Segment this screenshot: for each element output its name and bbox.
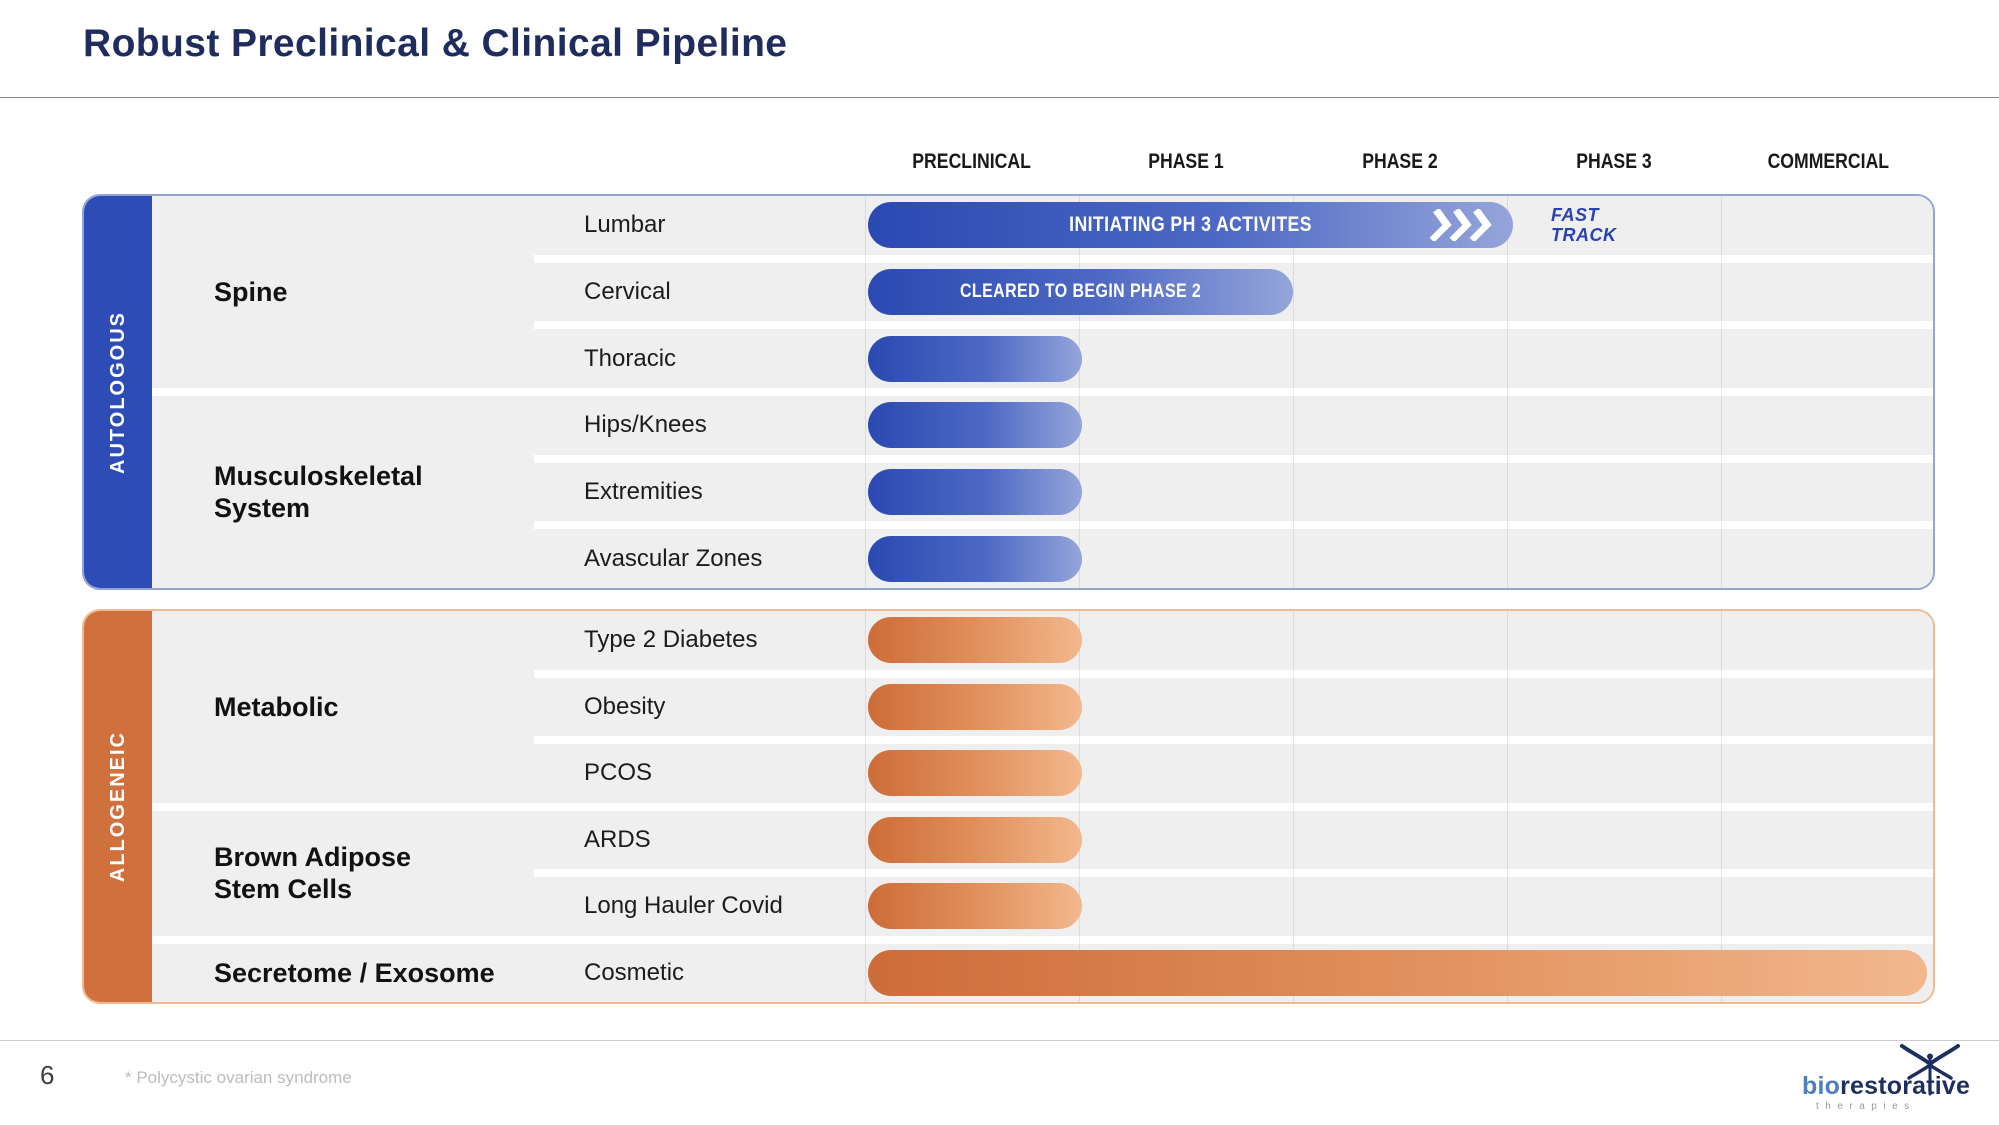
pipeline-track-hips-knees: [867, 396, 1933, 455]
indication-label-obesity: Obesity: [534, 677, 867, 736]
pipeline-bar-long-hauler-covid: [868, 883, 1082, 930]
indication-label-avascular-zones: Avascular Zones: [534, 529, 867, 588]
indication-label-pcos: PCOS: [534, 744, 867, 803]
pipeline-track-cervical: CLEARED TO BEGIN PHASE 2: [867, 262, 1933, 322]
category-label-autologous: AUTOLOGOUS: [106, 310, 129, 474]
pipeline-track-pcos: [867, 744, 1933, 803]
group-label-metabolic: Metabolic: [152, 611, 534, 803]
indication-label-type2-diabetes: Type 2 Diabetes: [534, 611, 867, 670]
pipeline-track-thoracic: [867, 329, 1933, 388]
group-label-spine: Spine: [152, 196, 534, 388]
pipeline-track-lumbar: INITIATING PH 3 ACTIVITES FAST TRACK: [867, 196, 1933, 255]
bar-label-cervical: CLEARED TO BEGIN PHASE 2: [959, 280, 1202, 302]
indication-label-long-hauler-covid: Long Hauler Covid: [534, 877, 867, 936]
column-gridline: [1721, 611, 1722, 1002]
category-tab-autologous: AUTOLOGOUS: [84, 196, 152, 588]
pipeline-bar-type2-diabetes: [868, 617, 1082, 664]
autologous-panel: AUTOLOGOUS Spine Musculoskeletal System …: [82, 194, 1935, 590]
page-number: 6: [40, 1060, 55, 1090]
column-gridline: [1507, 611, 1508, 1002]
column-gridline: [1721, 196, 1722, 588]
pipeline-track-long-hauler-covid: [867, 877, 1933, 936]
pipeline-track-avascular-zones: [867, 529, 1933, 588]
pipeline-bar-avascular-zones: [868, 535, 1082, 582]
page-title: Robust Preclinical & Clinical Pipeline: [83, 22, 788, 65]
column-header-commercial: COMMERCIAL: [1767, 150, 1889, 173]
footer-divider: [0, 1040, 1999, 1041]
chevron-right-icon: [1429, 208, 1499, 243]
pipeline-bar-hips-knees: [868, 402, 1082, 449]
category-label-allogeneic: ALLOGENEIC: [106, 730, 129, 883]
indication-label-hips-knees: Hips/Knees: [534, 396, 867, 455]
indication-label-thoracic: Thoracic: [534, 329, 867, 388]
pipeline-bar-extremities: [868, 468, 1082, 515]
pipeline-track-extremities: [867, 462, 1933, 522]
pipeline-track-obesity: [867, 677, 1933, 736]
group-label-brown-adipose: Brown Adipose Stem Cells: [152, 810, 534, 936]
column-header-phase2: PHASE 2: [1362, 150, 1438, 173]
group-label-secretome-exosome: Secretome / Exosome: [152, 943, 534, 1002]
logo-subtext: therapies: [1816, 1101, 1916, 1112]
company-logo: biorestorative therapies: [1802, 1044, 1978, 1112]
fast-track-badge: FAST TRACK: [1551, 205, 1617, 246]
column-header-preclinical: PRECLINICAL: [912, 150, 1032, 173]
pipeline-track-cosmetic: [867, 943, 1933, 1002]
bar-label-lumbar: INITIATING PH 3 ACTIVITES: [1069, 213, 1312, 237]
group-label-musculoskeletal: Musculoskeletal System: [152, 396, 534, 588]
indication-label-extremities: Extremities: [534, 462, 867, 522]
indication-label-ards: ARDS: [534, 810, 867, 869]
column-gridline: [1079, 611, 1080, 1002]
dragonfly-icon: [1894, 1044, 1966, 1101]
indication-label-lumbar: Lumbar: [534, 196, 867, 255]
allogeneic-panel: ALLOGENEIC Metabolic Brown Adipose Stem …: [82, 609, 1935, 1004]
column-gridline: [1079, 196, 1080, 588]
pipeline-bar-lumbar: INITIATING PH 3 ACTIVITES: [868, 202, 1513, 249]
pipeline-track-type2-diabetes: [867, 611, 1933, 670]
pipeline-bar-cosmetic: [868, 949, 1927, 996]
column-gridline: [1507, 196, 1508, 588]
column-gridline: [1293, 196, 1294, 588]
column-gridline: [865, 196, 866, 588]
indication-label-cervical: Cervical: [534, 262, 867, 322]
column-header-phase3: PHASE 3: [1576, 150, 1652, 173]
column-gridline: [865, 611, 866, 1002]
title-divider: [0, 97, 1999, 98]
pipeline-bar-obesity: [868, 683, 1082, 730]
column-header-phase1: PHASE 1: [1148, 150, 1224, 173]
indication-label-cosmetic: Cosmetic: [534, 943, 867, 1002]
footnote: * Polycystic ovarian syndrome: [125, 1068, 352, 1087]
pipeline-bar-cervical: CLEARED TO BEGIN PHASE 2: [868, 268, 1293, 315]
pipeline-bar-thoracic: [868, 335, 1082, 382]
pipeline-bar-pcos: [868, 750, 1082, 797]
pipeline-track-ards: [867, 810, 1933, 869]
category-tab-allogeneic: ALLOGENEIC: [84, 611, 152, 1002]
pipeline-bar-ards: [868, 816, 1082, 863]
logo-text: biorestorative: [1802, 1072, 1971, 1100]
column-gridline: [1293, 611, 1294, 1002]
phase-column-headers: PRECLINICAL PHASE 1 PHASE 2 PHASE 3 COMM…: [865, 150, 1935, 174]
